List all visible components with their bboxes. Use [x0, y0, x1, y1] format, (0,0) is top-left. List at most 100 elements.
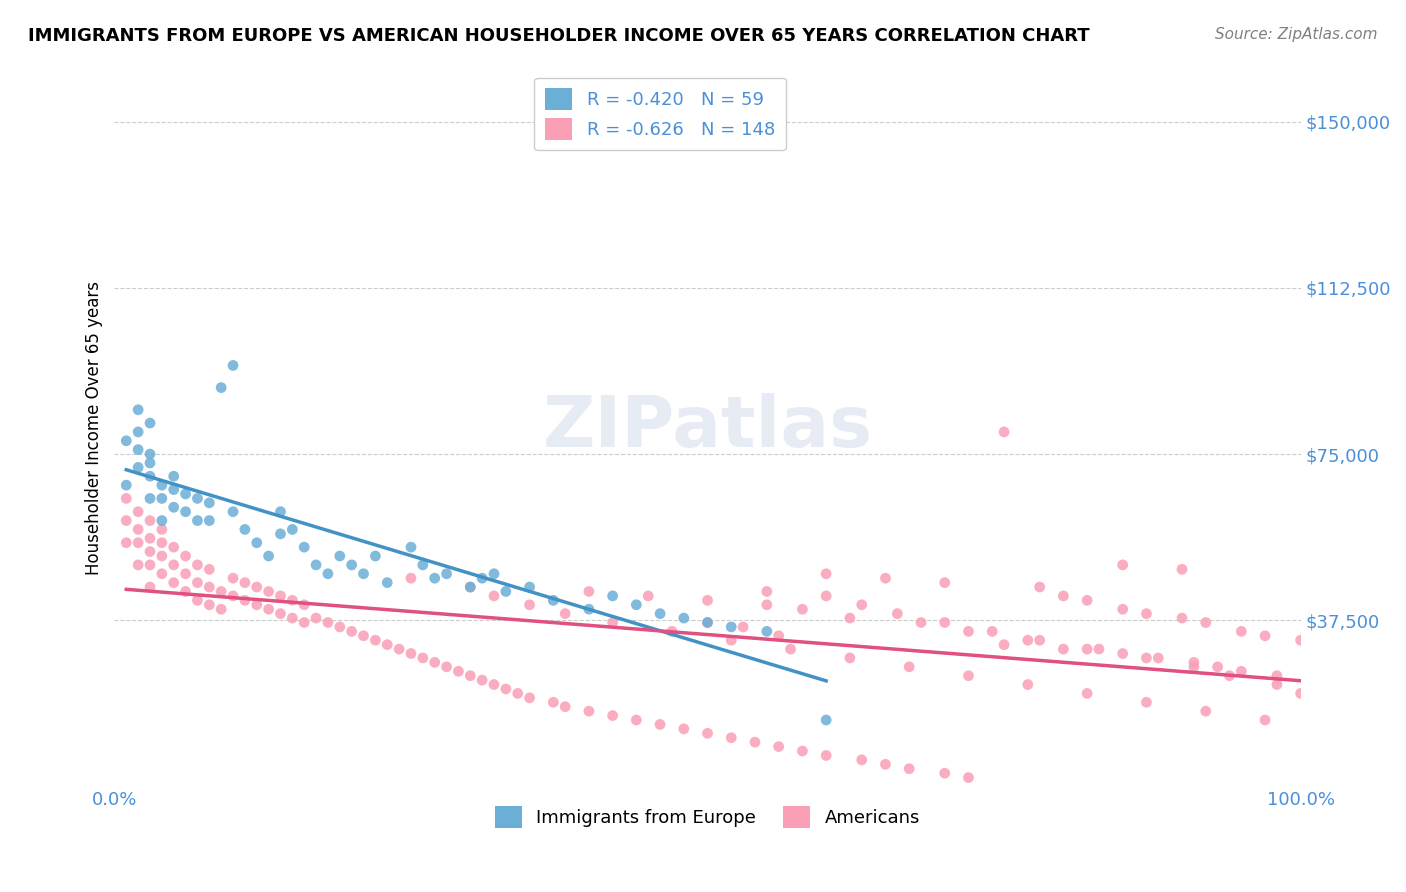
Point — [482, 589, 505, 603]
Point — [209, 381, 232, 395]
Point — [305, 558, 328, 572]
Point — [495, 584, 517, 599]
Point — [174, 549, 197, 563]
Point — [1147, 651, 1170, 665]
Point — [139, 514, 162, 528]
Point — [1289, 686, 1312, 700]
Point — [637, 589, 659, 603]
Point — [838, 651, 860, 665]
Point — [1076, 593, 1098, 607]
Point — [127, 505, 149, 519]
Point — [458, 580, 481, 594]
Point — [115, 478, 138, 492]
Point — [222, 571, 245, 585]
Point — [163, 575, 186, 590]
Point — [815, 566, 838, 581]
Point — [139, 491, 162, 506]
Point — [875, 757, 897, 772]
Point — [554, 607, 576, 621]
Point — [1218, 668, 1240, 682]
Point — [364, 633, 387, 648]
Point — [233, 593, 256, 607]
Point — [1052, 642, 1074, 657]
Text: Source: ZipAtlas.com: Source: ZipAtlas.com — [1215, 27, 1378, 42]
Point — [1112, 602, 1135, 616]
Point — [399, 540, 422, 554]
Point — [222, 505, 245, 519]
Point — [399, 647, 422, 661]
Point — [910, 615, 932, 630]
Point — [150, 514, 173, 528]
Point — [672, 722, 695, 736]
Point — [127, 442, 149, 457]
Point — [696, 615, 718, 630]
Point — [886, 607, 908, 621]
Point — [1254, 629, 1277, 643]
Point — [186, 593, 208, 607]
Point — [1206, 660, 1229, 674]
Point — [578, 584, 600, 599]
Point — [495, 681, 517, 696]
Point — [222, 589, 245, 603]
Point — [292, 540, 315, 554]
Point — [755, 598, 778, 612]
Point — [1195, 615, 1218, 630]
Point — [1182, 656, 1205, 670]
Point — [399, 571, 422, 585]
Point — [779, 642, 801, 657]
Point — [375, 638, 398, 652]
Point — [471, 571, 494, 585]
Point — [150, 566, 173, 581]
Point — [696, 726, 718, 740]
Point — [127, 425, 149, 439]
Point — [174, 584, 197, 599]
Point — [340, 624, 363, 639]
Point — [340, 558, 363, 572]
Point — [1017, 633, 1039, 648]
Point — [257, 549, 280, 563]
Point — [543, 695, 565, 709]
Point — [1289, 633, 1312, 648]
Point — [269, 607, 291, 621]
Point — [1028, 633, 1050, 648]
Point — [139, 531, 162, 545]
Legend: Immigrants from Europe, Americans: Immigrants from Europe, Americans — [488, 798, 928, 835]
Point — [458, 668, 481, 682]
Point — [305, 611, 328, 625]
Point — [519, 598, 541, 612]
Point — [257, 584, 280, 599]
Point — [957, 668, 980, 682]
Point — [436, 660, 458, 674]
Point — [626, 713, 648, 727]
Point — [1112, 558, 1135, 572]
Point — [436, 566, 458, 581]
Point — [375, 575, 398, 590]
Point — [957, 771, 980, 785]
Point — [139, 456, 162, 470]
Point — [554, 699, 576, 714]
Point — [519, 580, 541, 594]
Point — [519, 690, 541, 705]
Point — [127, 460, 149, 475]
Point — [198, 496, 221, 510]
Point — [281, 611, 304, 625]
Point — [1135, 651, 1157, 665]
Point — [1230, 665, 1253, 679]
Point — [934, 575, 956, 590]
Point — [898, 762, 921, 776]
Point — [163, 558, 186, 572]
Point — [292, 615, 315, 630]
Point — [648, 717, 671, 731]
Point — [269, 589, 291, 603]
Point — [768, 739, 790, 754]
Point — [1052, 589, 1074, 603]
Point — [316, 615, 339, 630]
Point — [174, 566, 197, 581]
Point — [150, 491, 173, 506]
Point — [851, 753, 873, 767]
Point — [198, 580, 221, 594]
Point — [792, 602, 814, 616]
Point — [1265, 677, 1288, 691]
Text: IMMIGRANTS FROM EUROPE VS AMERICAN HOUSEHOLDER INCOME OVER 65 YEARS CORRELATION : IMMIGRANTS FROM EUROPE VS AMERICAN HOUSE… — [28, 27, 1090, 45]
Point — [934, 766, 956, 780]
